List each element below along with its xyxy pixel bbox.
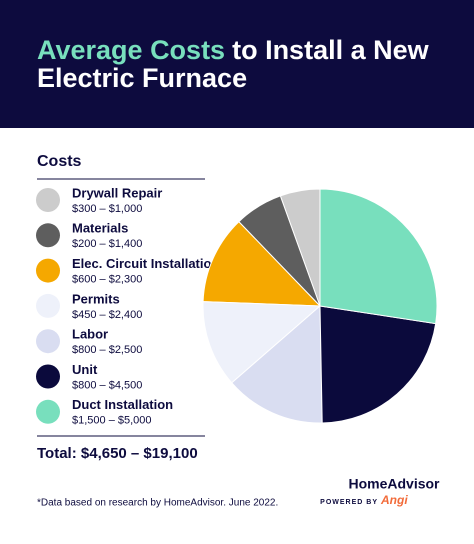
brand: HomeAdvisor	[348, 476, 440, 492]
legend-label: Labor	[72, 327, 108, 342]
legend-title: Costs	[37, 153, 82, 170]
title-part: to Install a New	[232, 35, 430, 65]
legend-range: $1,500 – $5,000	[72, 415, 152, 427]
legend-swatch	[36, 399, 60, 424]
total: Total: $4,650 – $19,100	[37, 445, 198, 462]
legend-range: $600 – $2,300	[72, 274, 142, 286]
title-highlight: Average Costs	[37, 35, 225, 65]
pie-slice	[319, 188, 438, 325]
chart-title: Electric Furnace	[37, 63, 247, 93]
legend-swatch	[36, 188, 60, 212]
legend-label: Elec. Circuit Installation	[72, 256, 219, 271]
header	[0, 0, 474, 128]
legend-swatch	[36, 258, 60, 283]
pie-slice	[231, 304, 323, 424]
pie-slice	[202, 301, 322, 384]
legend-range: $800 – $4,500	[72, 379, 142, 391]
legend-label: Drywall Repair	[72, 185, 162, 200]
footnote: *Data based on research by HomeAdvisor. …	[37, 498, 278, 509]
legend-swatch	[36, 364, 60, 389]
legend-label: Permits	[72, 291, 120, 306]
chart-title: Average Costs to Install a New	[37, 35, 430, 65]
legend-label: Materials	[72, 221, 128, 236]
legend-range: $200 – $1,400	[72, 238, 142, 250]
pie-slice	[202, 221, 322, 307]
legend-label: Duct Installation	[72, 397, 173, 412]
powered-by: POWERED BY	[320, 499, 378, 506]
legend-range: $450 – $2,400	[72, 309, 142, 321]
pie-slice	[319, 305, 437, 424]
legend-swatch	[36, 293, 60, 318]
legend-swatch	[36, 223, 60, 248]
legend-range: $800 – $2,500	[72, 344, 142, 356]
legend-swatch	[36, 329, 60, 354]
legend-label: Unit	[72, 362, 98, 377]
powered-brand: Angi	[380, 493, 408, 507]
legend-range: $300 – $1,000	[72, 203, 142, 215]
